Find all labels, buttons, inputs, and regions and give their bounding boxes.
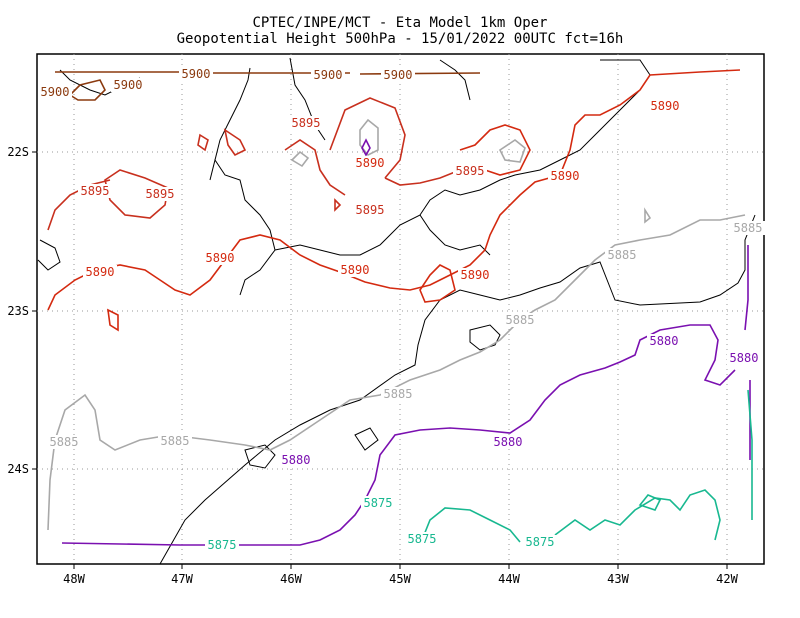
contour-label-5890: 5890: [356, 156, 385, 170]
contour-label-background: [381, 68, 415, 82]
contour-label-background: [289, 116, 323, 130]
contour-label-background: [203, 251, 237, 265]
contour-label-background: [353, 203, 387, 217]
contour-label-background: [353, 156, 387, 170]
contour-label-background: [38, 85, 72, 99]
contour-label-5890: 5890: [86, 265, 115, 279]
contour-label-5885: 5885: [384, 387, 413, 401]
map-title-line1: CPTEC/INPE/MCT - Eta Model 1km Oper: [252, 15, 547, 31]
contour-label-background: [83, 265, 117, 279]
contour-label-background: [491, 435, 525, 449]
contour-label-5880: 5880: [282, 453, 311, 467]
contour-label-background: [311, 68, 345, 82]
contour-label-5875: 5875: [208, 538, 237, 552]
contour-label-background: [179, 67, 213, 81]
contour-label-5900: 5900: [41, 85, 70, 99]
y-tick-label: 24S: [7, 462, 29, 476]
contour-label-5875: 5875: [364, 496, 393, 510]
contour-label-5900: 5900: [114, 78, 143, 92]
contour-label-5890: 5890: [651, 99, 680, 113]
contour-5890: [47, 69, 741, 332]
contour-label-5880: 5880: [650, 334, 679, 348]
y-axis-labels: 22S 23S 24S: [7, 145, 29, 476]
x-tick-label: 45W: [389, 572, 411, 586]
contour-label-5885: 5885: [608, 248, 637, 262]
contour-labels: 5900 5900 5900 5900 5900 5895 5895 5895 5895 5895…: [38, 67, 765, 552]
contour-label-5875: 5875: [408, 532, 437, 546]
y-tick-label: 22S: [7, 145, 29, 159]
x-axis-labels: 48W 47W 46W 45W 44W 43W 42W: [63, 572, 738, 586]
y-tick-label: 23S: [7, 304, 29, 318]
contour-label-5895: 5895: [81, 184, 110, 198]
contour-label-5890: 5890: [461, 268, 490, 282]
x-tick-label: 47W: [171, 572, 193, 586]
contour-label-5895: 5895: [292, 116, 321, 130]
contour-label-background: [458, 268, 492, 282]
contour-label-5875: 5875: [526, 535, 555, 549]
x-tick-label: 46W: [280, 572, 302, 586]
axis-ticks: [32, 151, 728, 569]
contour-label-5900: 5900: [182, 67, 211, 81]
contour-label-background: [158, 434, 192, 448]
x-tick-label: 48W: [63, 572, 85, 586]
contour-label-5895: 5895: [146, 187, 175, 201]
contour-label-5880: 5880: [730, 351, 759, 365]
contour-5895: [47, 97, 461, 231]
contour-label-background: [47, 435, 81, 449]
contour-label-background: [605, 248, 639, 262]
lat-lon-grid: [37, 54, 764, 564]
contour-label-background: [205, 538, 239, 552]
contour-label-5890: 5890: [206, 251, 235, 265]
contour-label-5890: 5890: [551, 169, 580, 183]
x-tick-label: 44W: [498, 572, 520, 586]
contour-label-5885: 5885: [506, 313, 535, 327]
contour-label-5885: 5885: [734, 221, 763, 235]
contour-label-background: [648, 99, 682, 113]
contour-label-background: [731, 221, 765, 235]
contour-label-background: [338, 263, 372, 277]
contour-label-5885: 5885: [50, 435, 79, 449]
contour-label-5895: 5895: [456, 164, 485, 178]
x-tick-label: 43W: [607, 572, 629, 586]
contour-label-background: [727, 351, 761, 365]
x-tick-label: 42W: [716, 572, 738, 586]
contour-label-background: [548, 169, 582, 183]
map-title-line2: Geopotential Height 500hPa - 15/01/2022 …: [177, 31, 624, 47]
contour-label-5880: 5880: [494, 435, 523, 449]
contour-label-5900: 5900: [314, 68, 343, 82]
contour-label-5890: 5890: [341, 263, 370, 277]
contour-label-background: [111, 78, 145, 92]
contour-label-5900: 5900: [384, 68, 413, 82]
contour-label-background: [361, 496, 395, 510]
contour-label-background: [453, 164, 487, 178]
contour-5875: [419, 389, 753, 546]
contour-label-background: [503, 313, 537, 327]
contour-label-background: [78, 184, 112, 198]
contour-label-background: [647, 334, 681, 348]
contour-label-background: [405, 532, 439, 546]
contour-label-5885: 5885: [161, 434, 190, 448]
contour-label-background: [143, 187, 177, 201]
contour-label-background: [381, 387, 415, 401]
contour-label-5895: 5895: [356, 203, 385, 217]
contour-label-background: [523, 535, 557, 549]
contour-label-background: [279, 453, 313, 467]
